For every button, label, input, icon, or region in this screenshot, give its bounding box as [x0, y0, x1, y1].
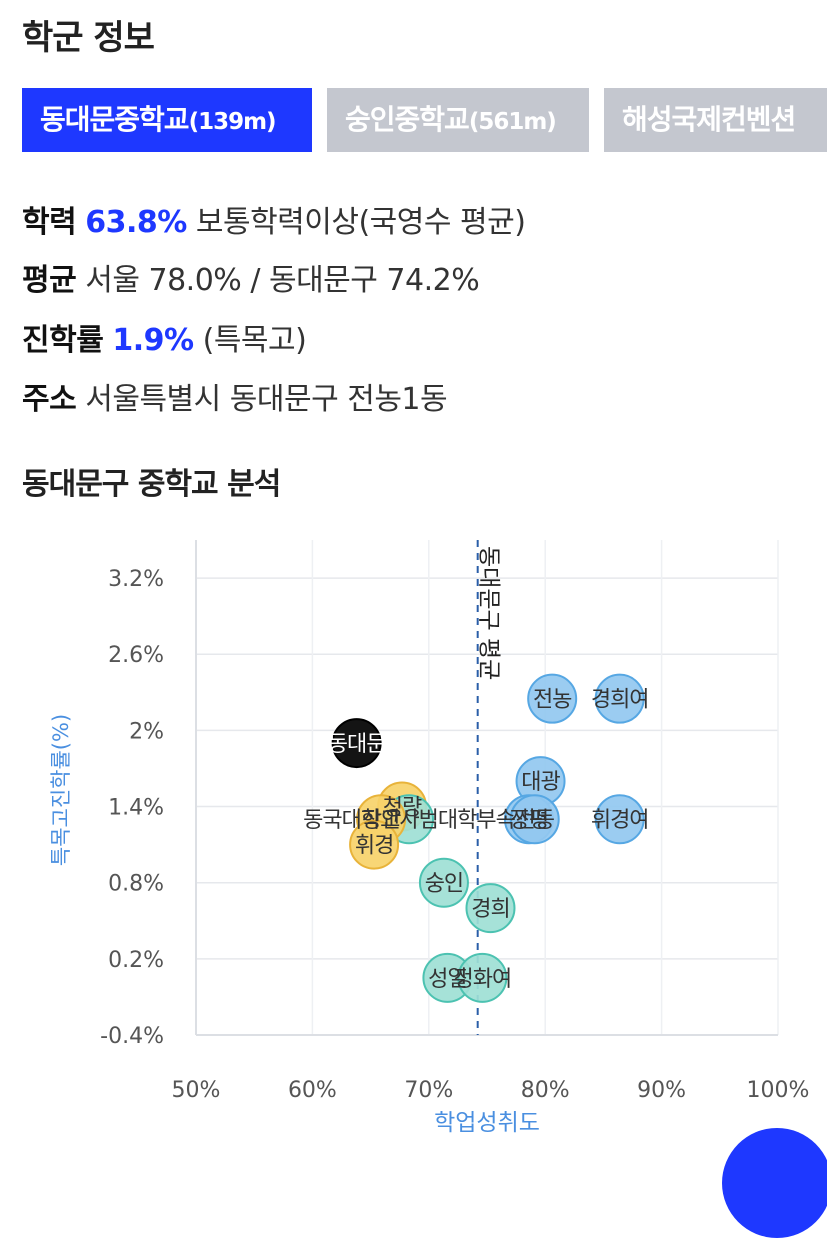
point-label: 휘경여 — [591, 808, 649, 833]
point-label: 장안 — [362, 808, 401, 833]
points-layer — [331, 673, 645, 1003]
point-label: 전농 — [533, 688, 572, 713]
scatter-point[interactable] — [594, 673, 645, 724]
y-tick-label: 2% — [129, 719, 164, 744]
point-label: 정화여 — [453, 967, 511, 992]
point-label: 경희 — [471, 897, 509, 922]
point-label: 경희여 — [591, 688, 649, 713]
y-tick-label: 0.8% — [108, 872, 164, 897]
point-label: 장평 — [510, 808, 548, 833]
y-axis-title: 특목고진학률(%) — [49, 714, 73, 866]
x-tick-label: 70% — [404, 1078, 453, 1103]
x-tick-label: 80% — [521, 1078, 570, 1103]
average-info: 평균 서울 78.0% / 동대문구 74.2% — [22, 255, 480, 299]
scatter-point[interactable] — [457, 952, 508, 1003]
scatter-point[interactable] — [349, 819, 400, 870]
point-label: 대광 — [521, 770, 560, 795]
reference-line-layer: 동대문구 평균 — [476, 540, 502, 1035]
scatter-chart: -0.4% 0.2% 0.8% 1.4% 2% 2.6% 3.2% 50% 60% 70% 80% 9… — [49, 540, 809, 1136]
average-label: 평균 — [22, 263, 77, 298]
tab-distance: (139m) — [188, 109, 277, 135]
advancement-label: 진학률 — [22, 323, 104, 358]
tab-label: 해성국제컨벤션 — [622, 103, 796, 136]
academic-value: 63.8% — [85, 205, 187, 240]
x-tick-label: 90% — [637, 1078, 686, 1103]
address-info: 주소 서울특별시 동대문구 전농1동 — [22, 374, 448, 418]
scatter-point[interactable] — [594, 794, 645, 845]
x-axis-title: 학업성취도 — [434, 1110, 540, 1136]
x-tick-label: 50% — [172, 1078, 221, 1103]
tab-haesung-international[interactable]: 해성국제컨벤션 — [604, 88, 827, 152]
scatter-point[interactable] — [527, 673, 578, 724]
school-tabs: 동대문중학교(139m) 숭인중학교(561m) 해성국제컨벤션 — [22, 88, 827, 152]
y-tick-label: 1.4% — [108, 796, 164, 821]
point-label: 청량 — [383, 796, 422, 821]
scatter-point[interactable] — [509, 794, 560, 845]
x-tick-label: 60% — [288, 1078, 337, 1103]
academic-label: 학력 — [22, 205, 77, 240]
axis-layer: -0.4% 0.2% 0.8% 1.4% 2% 2.6% 3.2% 50% 60% 70% 80% 9… — [100, 540, 809, 1103]
tab-label: 동대문중학교 — [40, 103, 190, 136]
x-tick-label: 100% — [747, 1078, 810, 1103]
point-label: 휘경 — [355, 834, 393, 859]
y-tick-label: 0.2% — [108, 948, 164, 973]
y-tick-label: -0.4% — [100, 1024, 164, 1049]
tab-dongdaemun-middle[interactable]: 동대문중학교(139m) — [22, 88, 312, 152]
scatter-point[interactable] — [418, 857, 469, 908]
grid-layer — [195, 540, 779, 1036]
address-value: 서울특별시 동대문구 전농1동 — [85, 382, 448, 417]
y-tick-label: 3.2% — [108, 567, 164, 592]
tab-sungin-middle[interactable]: 숭인중학교(561m) — [327, 88, 589, 152]
analysis-title: 동대문구 중학교 분석 — [22, 467, 281, 502]
section-title: 학군 정보 — [22, 18, 155, 58]
scatter-point[interactable] — [465, 883, 516, 934]
advancement-value: 1.9% — [112, 323, 194, 358]
point-label: 전동 — [515, 808, 554, 833]
point-label: 성일 — [428, 967, 466, 992]
reference-line-label: 동대문구 평균 — [476, 546, 502, 680]
tab-distance: (561m) — [468, 109, 557, 135]
tab-label: 숭인중학교 — [345, 103, 470, 136]
address-label: 주소 — [22, 382, 77, 417]
point-label: 동국대학교사범대학부속 — [303, 808, 515, 833]
point-label: 동대문 — [328, 732, 386, 757]
point-label: 숭인 — [425, 872, 463, 897]
y-tick-label: 2.6% — [108, 643, 164, 668]
advancement-info: 진학률 1.9% (특목고) — [22, 315, 307, 359]
academic-desc: 보통학력이상(국영수 평균) — [195, 205, 526, 240]
scatter-point[interactable] — [331, 718, 382, 769]
advancement-desc: (특목고) — [202, 323, 307, 358]
floating-action-button[interactable] — [722, 1128, 827, 1238]
average-value: 서울 78.0% / 동대문구 74.2% — [85, 263, 480, 298]
academic-info: 학력 63.8% 보통학력이상(국영수 평균) — [22, 197, 526, 241]
